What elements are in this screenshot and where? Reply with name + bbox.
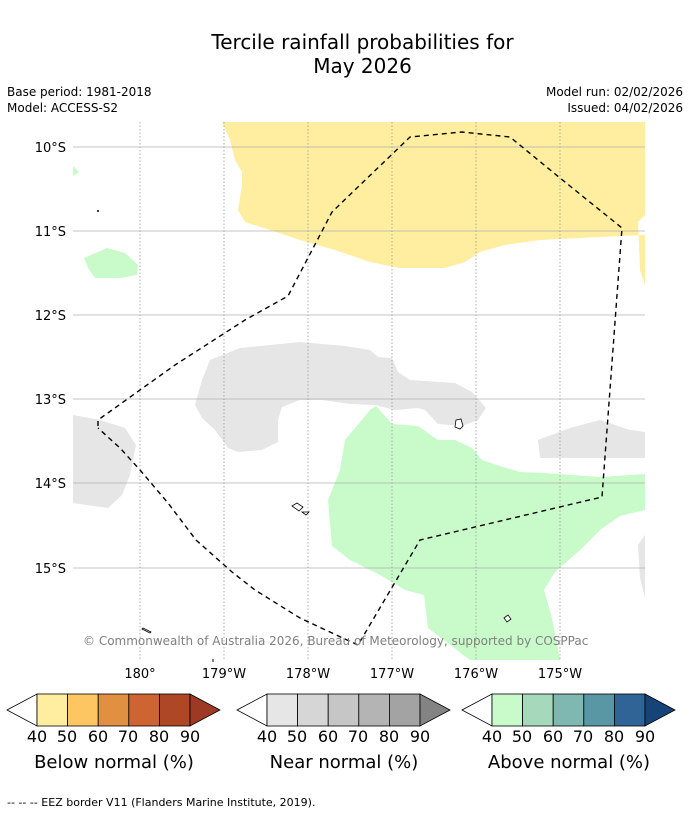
island-shape — [291, 502, 304, 512]
tick-label: 40 — [26, 727, 48, 746]
legend-label-below: Below normal (%) — [34, 752, 194, 773]
colorbar-ticks: 40 50 60 70 80 90 — [461, 727, 677, 747]
colorbar-extend-high — [189, 693, 221, 727]
colorbar — [461, 693, 676, 727]
colorbar-segment — [297, 693, 329, 727]
lat-label: 14°S — [35, 477, 66, 492]
colorbar-segment — [583, 693, 615, 727]
above-normal-region — [73, 166, 79, 176]
tick-label: 80 — [603, 727, 625, 746]
colorbar-segment — [67, 693, 99, 727]
lon-label: 177°W — [370, 667, 414, 682]
lon-label: 175°W — [538, 667, 582, 682]
tick-label: 50 — [286, 727, 308, 746]
tick-label: 70 — [117, 727, 139, 746]
lat-label: 13°S — [35, 393, 66, 408]
legend-label-near: Near normal (%) — [269, 752, 419, 773]
model-name: Model: ACCESS-S2 — [7, 101, 119, 115]
tick-label: 70 — [347, 727, 369, 746]
tick-label: 90 — [179, 727, 201, 746]
legend-above-normal: 40 50 60 70 80 90 Above normal (%) — [461, 693, 677, 773]
colorbar-segment — [491, 693, 524, 727]
colorbar-extend-high — [644, 693, 676, 727]
longitude-gridlines — [139, 122, 561, 660]
tick-label: 50 — [511, 727, 533, 746]
tick-label: 70 — [572, 727, 594, 746]
small-island-dot — [97, 210, 99, 212]
colorbar-segment — [358, 693, 390, 727]
colorbar-segment — [128, 693, 160, 727]
island-outlines — [141, 418, 512, 634]
tick-label: 90 — [634, 727, 656, 746]
near-normal-region — [638, 535, 645, 598]
lon-label: 179°W — [202, 667, 246, 682]
colorbar-extend-low — [461, 693, 493, 727]
model-run: Model run: 02/02/2026 — [545, 85, 683, 99]
tick-label: 40 — [256, 727, 278, 746]
near-normal-region — [195, 342, 486, 452]
meta-left: Base period: 1981-2018 Model: ACCESS-S2 — [7, 84, 152, 116]
latitude-labels: 10°S 11°S 12°S 13°S 14°S 15°S — [35, 141, 66, 577]
below-normal-region — [222, 122, 645, 285]
colorbar-extend-low — [236, 693, 268, 727]
tick-label: 40 — [481, 727, 503, 746]
colorbar — [6, 693, 221, 727]
lon-label: 180° — [124, 667, 155, 682]
tick-label: 80 — [378, 727, 400, 746]
tick-label: 80 — [148, 727, 170, 746]
legend-below-normal: 40 50 60 70 80 90 Below normal (%) — [6, 693, 222, 773]
island-shape — [503, 614, 512, 623]
colorbar-extend-low — [6, 693, 38, 727]
map-title: Tercile rainfall probabilities for May 2… — [0, 30, 690, 78]
near-normal-region — [538, 420, 645, 458]
colorbar-ticks: 40 50 60 70 80 90 — [6, 727, 222, 747]
issued-date: Issued: 04/02/2026 — [567, 101, 683, 115]
legend-label-above: Above normal (%) — [487, 752, 651, 773]
colorbar-segment — [97, 693, 130, 727]
colorbar-segment — [266, 693, 299, 727]
tick-label: 60 — [542, 727, 564, 746]
colorbar — [236, 693, 451, 727]
near-normal-region — [73, 415, 136, 508]
eez-border — [97, 131, 623, 646]
island-shape — [141, 627, 152, 634]
title-line-1: Tercile rainfall probabilities for — [211, 30, 514, 54]
tick-label: 50 — [56, 727, 78, 746]
probability-map: © Commonwealth of Australia 2026, Bureau… — [35, 122, 645, 682]
colorbar-segment — [552, 693, 585, 727]
lat-label: 11°S — [35, 225, 66, 240]
colorbar-segment — [613, 693, 646, 727]
lat-label: 10°S — [35, 141, 66, 156]
base-period: Base period: 1981-2018 — [7, 85, 152, 99]
lat-label: 15°S — [35, 562, 66, 577]
island-shape — [454, 418, 464, 430]
above-normal-region — [84, 248, 138, 278]
colorbar-extend-high — [419, 693, 451, 727]
title-line-2: May 2026 — [313, 54, 412, 78]
lon-label: 176°W — [454, 667, 498, 682]
map-plot-area: © Commonwealth of Australia 2026, Bureau… — [73, 122, 645, 660]
tick-label: 90 — [409, 727, 431, 746]
colorbar-segment — [158, 693, 191, 727]
colorbar-segment — [522, 693, 554, 727]
island-shape — [300, 511, 310, 516]
lon-label: 178°W — [286, 667, 330, 682]
longitude-labels: 180° 179°W 178°W 177°W 176°W 175°W — [124, 667, 582, 682]
meta-right: Model run: 02/02/2026 Issued: 04/02/2026 — [546, 84, 683, 116]
above-normal-region — [328, 406, 645, 660]
copyright-text: © Commonwealth of Australia 2026, Bureau… — [83, 634, 588, 648]
legend-near-normal: 40 50 60 70 80 90 Near normal (%) — [236, 693, 452, 773]
eez-footnote: -- -- -- EEZ border V11 (Flanders Marine… — [7, 796, 316, 809]
colorbar-segment — [327, 693, 360, 727]
tick-label: 60 — [317, 727, 339, 746]
colorbar-ticks: 40 50 60 70 80 90 — [236, 727, 452, 747]
lat-label: 12°S — [35, 309, 66, 324]
tick-label: 60 — [87, 727, 109, 746]
colorbar-segment — [388, 693, 421, 727]
colorbar-segment — [36, 693, 69, 727]
latitude-gridlines — [73, 146, 645, 569]
